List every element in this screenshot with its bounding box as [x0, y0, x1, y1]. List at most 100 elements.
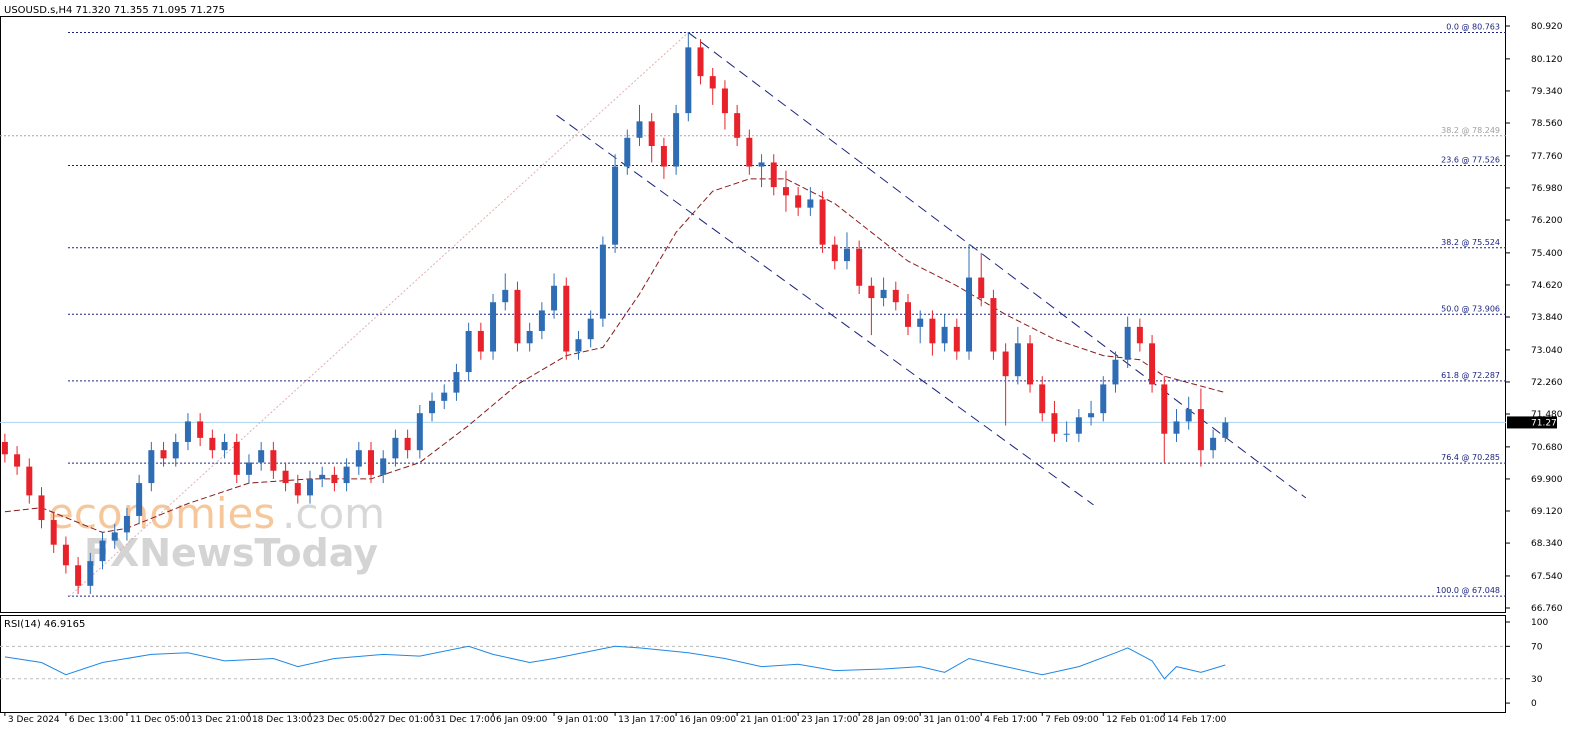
x-tick-label: 31 Jan 01:00	[923, 715, 980, 725]
candle-body	[429, 400, 436, 414]
candle-body	[697, 47, 704, 77]
candle-body	[490, 302, 497, 352]
x-tick-label: 18 Dec 13:00	[252, 715, 313, 725]
candle-body	[233, 441, 240, 475]
candle-body	[14, 454, 21, 467]
candle-body	[758, 162, 765, 167]
candle-body	[50, 520, 57, 545]
candle-body	[1100, 384, 1107, 414]
y-tick-label: 66.760	[1531, 604, 1563, 614]
candle-body	[526, 330, 533, 344]
candle-body	[1161, 384, 1168, 434]
fib-label: 0.0 @ 80.763	[1446, 22, 1500, 31]
candle-body	[258, 450, 265, 463]
candle-body	[990, 298, 997, 352]
y-tick-label: 78.560	[1531, 119, 1563, 129]
candle-body	[319, 474, 326, 479]
candle-body	[1210, 437, 1217, 451]
x-tick-label: 16 Jan 09:00	[679, 715, 736, 725]
candle-body	[416, 413, 423, 451]
candle-body	[538, 310, 545, 331]
candle-body	[221, 441, 228, 451]
x-tick-label: 6 Dec 13:00	[69, 715, 124, 725]
y-tick-label: 76.200	[1531, 216, 1563, 226]
candle-body	[648, 121, 655, 147]
rsi-frame	[0, 615, 1506, 713]
candle-body	[587, 318, 594, 340]
candle-body	[148, 450, 155, 484]
candle-body	[734, 113, 741, 138]
y-tick-label: 73.040	[1531, 346, 1563, 356]
candle-body	[441, 392, 448, 401]
candle-body	[1173, 421, 1180, 434]
y-tick-label: 80.120	[1531, 55, 1563, 65]
candle-body	[477, 330, 484, 352]
candle-body	[892, 289, 899, 303]
candle-body	[953, 326, 960, 352]
candle-body	[624, 137, 631, 167]
candle-body	[111, 532, 118, 541]
candle-body	[660, 146, 667, 167]
x-tick-label: 12 Feb 01:00	[1106, 715, 1165, 725]
y-tick-label: 67.540	[1531, 572, 1563, 582]
candle-body	[904, 302, 911, 327]
x-tick-label: 3 Dec 2024	[8, 715, 60, 725]
candle-body	[404, 437, 411, 451]
candle-body	[38, 495, 45, 521]
candle-body	[782, 187, 789, 196]
candle-body	[26, 466, 33, 496]
candle-body	[331, 474, 338, 484]
y-tick-label: 69.120	[1531, 507, 1563, 517]
fib-diagonal	[69, 32, 689, 597]
candle-body	[1088, 413, 1095, 418]
x-tick-label: 13 Jan 17:00	[618, 715, 675, 725]
rsi-title: RSI(14) 46.9165	[4, 619, 85, 630]
candle-body	[75, 565, 82, 586]
fib-label: 50.0 @ 73.906	[1441, 304, 1500, 313]
x-tick-label: 4 Feb 17:00	[984, 715, 1038, 725]
candle-body	[819, 199, 826, 245]
candle-body	[1014, 343, 1021, 377]
rsi-tick-label: 0	[1531, 699, 1537, 709]
candle-body	[62, 544, 69, 566]
candle-body	[843, 248, 850, 262]
candle-body	[1222, 422, 1229, 438]
candle-body	[87, 561, 94, 586]
candle-body	[270, 450, 277, 471]
candle-body	[465, 330, 472, 373]
fib-label: 38.2 @ 75.524	[1441, 238, 1500, 247]
x-tick-label: 28 Jan 09:00	[862, 715, 919, 725]
candle-body	[685, 47, 692, 114]
candle-body	[795, 195, 802, 208]
x-tick-label: 7 Feb 09:00	[1045, 715, 1099, 725]
x-tick-label: 23 Jan 17:00	[801, 715, 858, 725]
candle-body	[1, 441, 8, 455]
trendline	[556, 114, 1094, 506]
watermark-text: .com	[282, 489, 385, 538]
candle-body	[917, 318, 924, 327]
candle-body	[380, 458, 387, 475]
candle-body	[453, 372, 460, 393]
watermark: economies .com FXNewsToday	[48, 489, 385, 575]
candle-body	[1075, 417, 1082, 434]
candle-body	[856, 248, 863, 286]
candle-body	[1002, 351, 1009, 377]
candle-body	[966, 277, 973, 352]
candle-body	[245, 462, 252, 475]
rsi-tick-label: 100	[1531, 618, 1548, 628]
candle-body	[514, 289, 521, 344]
y-tick-label: 77.760	[1531, 152, 1563, 162]
candle-body	[709, 76, 716, 89]
candle-body	[1063, 433, 1070, 435]
candle-body	[612, 166, 619, 245]
candle-body	[172, 441, 179, 459]
candle-body	[306, 478, 313, 496]
y-tick-label: 80.920	[1531, 22, 1563, 32]
header: USOUSD.s,H4 71.320 71.355 71.095 71.275	[4, 5, 225, 16]
y-tick-label: 71.480	[1531, 410, 1563, 420]
candle-body	[1039, 384, 1046, 414]
y-tick-label: 69.900	[1531, 475, 1563, 485]
candle-body	[197, 421, 204, 438]
fib-label: 100.0 @ 67.048	[1436, 586, 1500, 595]
x-tick-label: 21 Jan 01:00	[740, 715, 797, 725]
